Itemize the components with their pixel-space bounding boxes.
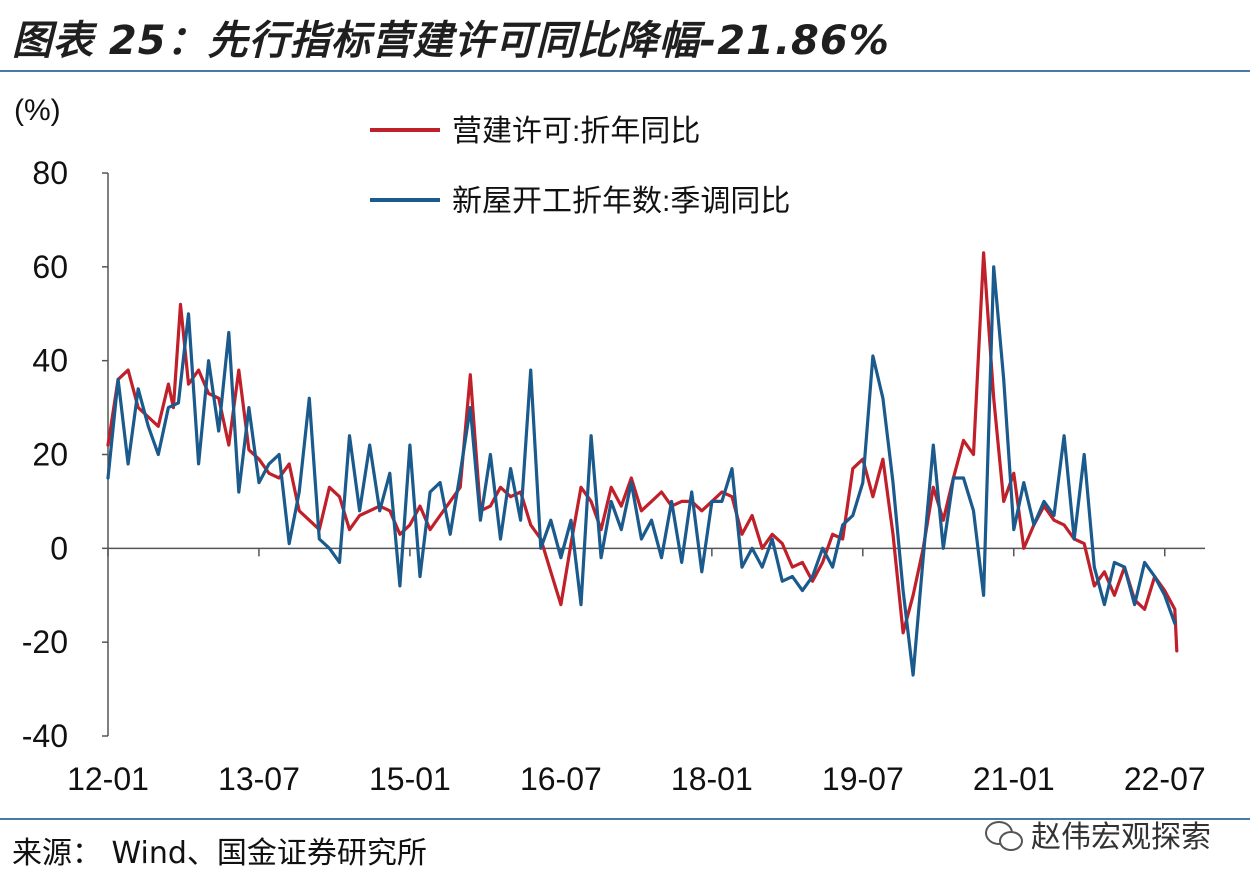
series-line-housing-starts <box>106 265 1177 677</box>
legend-label: 营建许可:折年同比 <box>452 115 700 148</box>
x-tick-label: 21-01 <box>973 761 1055 797</box>
y-tick-label: 40 <box>32 343 68 379</box>
source-note: 来源： Wind、国金证券研究所 <box>12 836 427 871</box>
watermark: 赵伟宏观探索 <box>985 812 1211 856</box>
chart-series <box>106 251 1179 677</box>
y-axis-unit-label: (%) <box>14 94 61 127</box>
x-tick-label: 12-01 <box>67 761 149 797</box>
wechat-icon <box>985 819 1023 851</box>
x-tick-label: 18-01 <box>671 761 753 797</box>
series-line-permits <box>106 251 1179 653</box>
chart-axes: (%) 80 60 40 20 0 -20 -40 12-01 13-07 15-01 16-07 18… <box>14 94 1206 797</box>
legend-label: 新屋开工折年数:季调同比 <box>452 185 790 218</box>
y-tick-label: 80 <box>32 155 68 191</box>
x-tick-label: 13-07 <box>218 761 300 797</box>
y-tick-label: 60 <box>32 249 68 285</box>
watermark-text: 赵伟宏观探索 <box>1031 820 1211 855</box>
line-chart: (%) 80 60 40 20 0 -20 -40 12-01 13-07 15-01 16-07 18… <box>14 94 1206 797</box>
x-tick-label: 15-01 <box>369 761 451 797</box>
footer-divider <box>0 818 1250 820</box>
x-tick-label: 22-07 <box>1124 761 1206 797</box>
x-tick-label: 16-07 <box>520 761 602 797</box>
title-divider <box>0 70 1250 72</box>
y-tick-label: 0 <box>50 530 68 566</box>
y-tick-label: -40 <box>22 718 68 754</box>
page-title: 图表 25：先行指标营建许可同比降幅-21.86% <box>12 18 890 64</box>
y-tick-label: -20 <box>22 624 68 660</box>
x-tick-label: 19-07 <box>822 761 904 797</box>
y-tick-label: 20 <box>32 437 68 473</box>
